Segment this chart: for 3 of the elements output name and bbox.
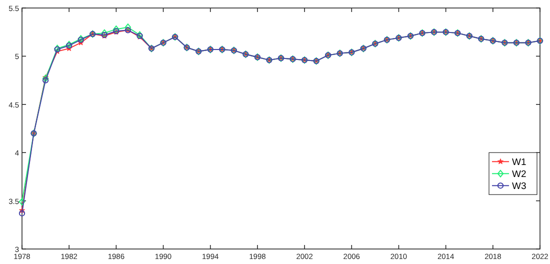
legend-label: W2 <box>512 169 526 180</box>
legend-label: W1 <box>512 157 526 168</box>
legend-label: W3 <box>512 181 526 192</box>
